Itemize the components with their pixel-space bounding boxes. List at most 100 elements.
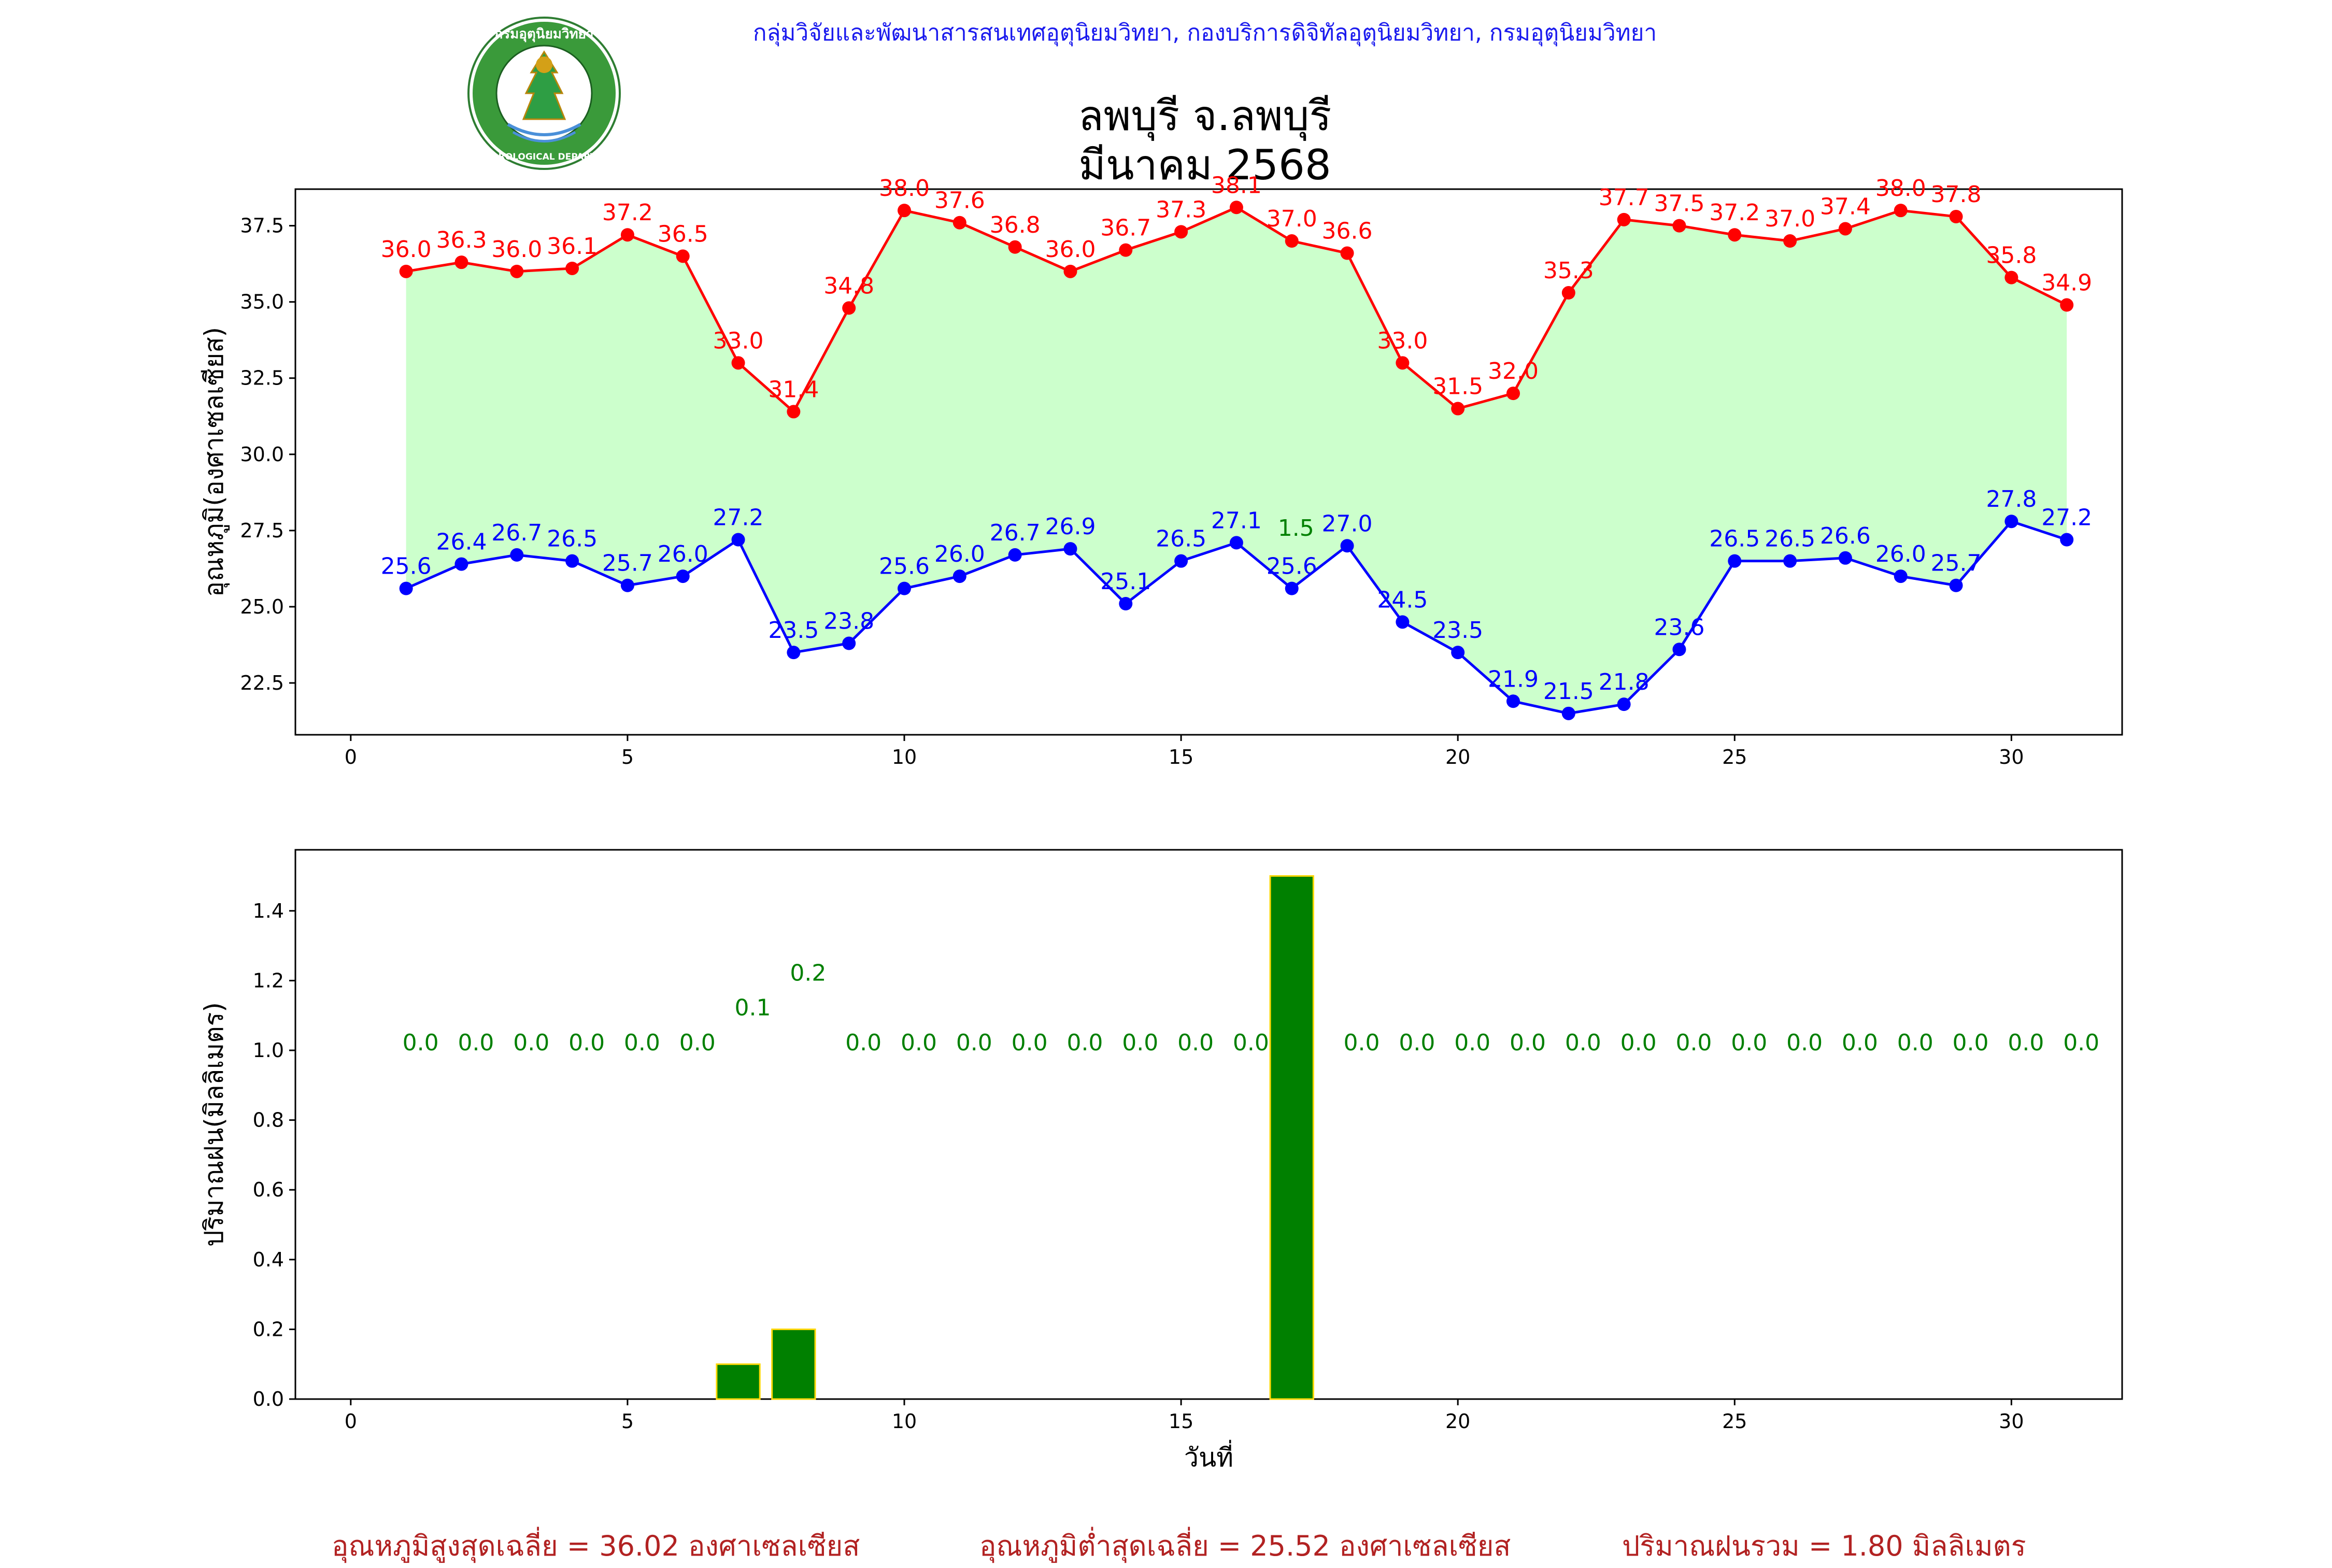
max-temp-point [1008, 240, 1022, 254]
max-temp-point [1229, 201, 1243, 215]
min-temp-point [1451, 646, 1465, 660]
max-temp-label: 33.0 [1377, 327, 1428, 354]
avg-max-temp: อุณหภูมิสูงสุดเฉลี่ย = 36.02 องศาเซลเซีย… [332, 1530, 860, 1562]
min-temp-point [2004, 515, 2018, 529]
max-temp-point [952, 216, 966, 230]
min-temp-label: 23.6 [1654, 614, 1704, 640]
max-temp-point [1949, 209, 1963, 223]
temperature-panel: 0 5 10 15 20 25 30 22.5 25.0 27.5 30.0 32.5 35.0 37.5… [199, 172, 2123, 768]
max-temp-label: 32.0 [1488, 358, 1539, 384]
min-temp-label: 26.5 [1765, 526, 1815, 552]
max-temp-label: 31.5 [1432, 374, 1483, 400]
min-temp-label: 27.2 [2041, 505, 2092, 531]
max-temp-point [898, 204, 911, 218]
rain-bar [771, 1328, 816, 1400]
min-temp-point [842, 636, 856, 650]
min-temp-label: 23.5 [768, 617, 819, 644]
max-temp-label: 37.6 [934, 188, 985, 214]
min-temp-label: 25.6 [381, 553, 432, 580]
max-temp-label: 37.2 [602, 199, 653, 226]
rain-annotation: 1.5 [1278, 515, 1314, 541]
min-temp-point [565, 554, 579, 568]
max-temp-point [399, 264, 413, 278]
min-temp-point [1008, 548, 1022, 562]
rain-bar-label: 0.0 [403, 1030, 439, 1056]
x-tick-label: 15 [1169, 1410, 1193, 1433]
min-temp-label: 24.5 [1377, 587, 1428, 613]
min-temp-point [399, 581, 413, 595]
min-temp-label: 25.7 [1931, 550, 1982, 577]
max-temp-point [1838, 222, 1852, 236]
min-temp-label: 21.9 [1488, 666, 1539, 692]
avg-min-temp: อุณหภูมิต่ำสุดเฉลี่ย = 25.52 องศาเซลเซีย… [979, 1530, 1511, 1562]
max-temp-label: 36.0 [491, 236, 542, 263]
min-temp-label: 26.5 [547, 526, 598, 552]
min-temp-point [676, 569, 690, 583]
y-axis-label: อุณหภูมิ(องศาเซลเซียส) [199, 327, 230, 597]
max-temp-label: 37.0 [1765, 206, 1815, 232]
min-temp-point [1229, 536, 1243, 550]
min-temp-label: 26.7 [990, 520, 1041, 546]
rain-bar-label: 0.0 [1731, 1030, 1767, 1056]
logo-top-text: กรมอุตุนิยมวิทยา [494, 26, 593, 42]
min-temp-point [1174, 554, 1188, 568]
min-temp-label: 26.7 [491, 520, 542, 546]
rain-bar [1269, 875, 1314, 1400]
min-temp-point [1838, 551, 1852, 565]
total-rainfall: ปริมาณฝนรวม = 1.80 มิลลิเมตร [1622, 1530, 2026, 1562]
min-temp-point [1561, 706, 1575, 720]
max-temp-label: 37.0 [1267, 206, 1317, 232]
max-temp-point [842, 301, 856, 315]
max-temp-label: 38.0 [1875, 175, 1926, 202]
rain-bar-label: 0.0 [1675, 1030, 1712, 1056]
rain-bar-label: 0.0 [1454, 1030, 1490, 1056]
min-temp-point [620, 578, 634, 592]
plot-frame [294, 849, 2123, 1400]
max-temp-point [1340, 246, 1354, 260]
max-temp-label: 36.3 [436, 227, 487, 253]
max-temp-label: 36.0 [1045, 236, 1096, 263]
max-temp-point [1617, 212, 1631, 226]
min-temp-label: 26.4 [436, 529, 487, 555]
max-temp-label: 34.9 [2041, 270, 2092, 296]
x-tick-label: 0 [345, 1410, 357, 1433]
y-tick-label: 0.2 [253, 1318, 284, 1341]
rain-bar-label: 0.0 [845, 1030, 881, 1056]
max-temp-point [565, 261, 579, 275]
max-temp-label: 33.0 [713, 327, 764, 354]
min-temp-label: 26.0 [1875, 541, 1926, 567]
y-tick-label: 30.0 [240, 443, 284, 466]
min-temp-label: 26.0 [658, 541, 708, 567]
min-temp-point [1119, 597, 1133, 611]
y-tick-label: 22.5 [240, 672, 284, 694]
rain-bar-label: 0.0 [624, 1030, 660, 1056]
max-temp-point [1396, 356, 1410, 370]
y-tick-label: 1.2 [253, 969, 284, 992]
max-temp-label: 37.8 [1931, 181, 1982, 208]
meteorological-department-logo: กรมอุตุนิยมวิทยา METEOROLOGICAL DEPARTME… [466, 17, 622, 170]
min-temp-label: 27.8 [1986, 486, 2037, 512]
max-temp-point [620, 228, 634, 242]
x-tick-label: 10 [892, 746, 917, 768]
max-temp-label: 36.1 [547, 233, 598, 260]
min-temp-point [787, 646, 801, 660]
y-tick-label: 37.5 [240, 215, 284, 237]
min-temp-label: 26.9 [1045, 514, 1096, 540]
rain-bar-label: 0.0 [1344, 1030, 1380, 1056]
max-temp-label: 36.7 [1100, 215, 1151, 241]
rain-bar-label: 0.0 [1012, 1030, 1048, 1056]
min-temp-point [1396, 615, 1410, 629]
max-temp-point [1728, 228, 1742, 242]
rain-bar-label: 0.0 [1067, 1030, 1103, 1056]
min-temp-label: 26.0 [934, 541, 985, 567]
rain-bar-label: 0.0 [1177, 1030, 1214, 1056]
min-temp-label: 23.5 [1432, 617, 1483, 644]
x-axis-label: วันที่ [1184, 1440, 1233, 1473]
max-temp-point [1561, 286, 1575, 300]
min-temp-label: 23.8 [823, 608, 874, 635]
y-tick-label: 0.8 [253, 1109, 284, 1132]
rain-bar-label: 0.0 [679, 1030, 716, 1056]
min-temp-point [2060, 533, 2074, 547]
x-tick-label: 10 [892, 1410, 917, 1433]
rain-bar-label: 0.0 [1897, 1030, 1933, 1056]
